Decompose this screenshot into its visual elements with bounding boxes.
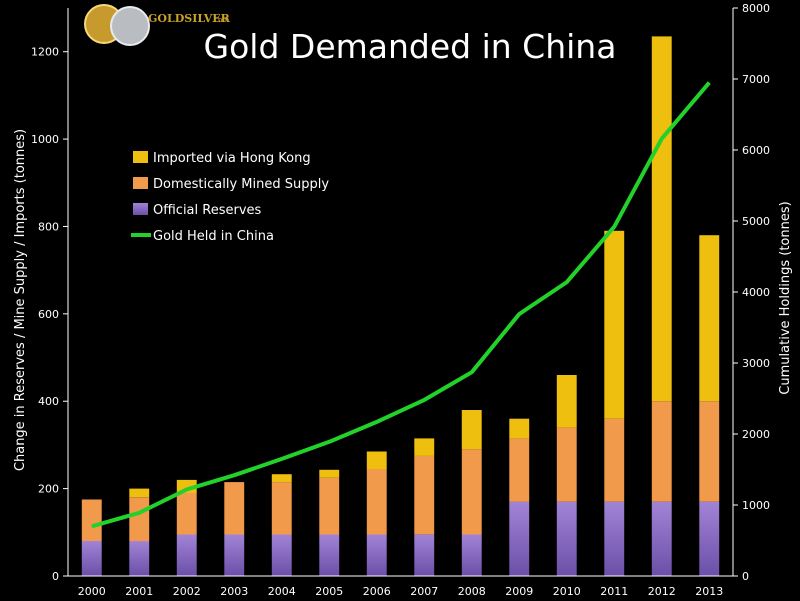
y2-tick-label: 7000 — [742, 73, 770, 86]
bar-reserves-2011 — [604, 501, 625, 576]
bar-imported-2008 — [461, 410, 482, 450]
goldsilver-logo: GOLDSILVER .com — [84, 4, 231, 46]
legend-label: Gold Held in China — [153, 229, 274, 244]
bar-mined-2009 — [509, 438, 530, 502]
legend-label: Domestically Mined Supply — [153, 177, 329, 192]
bar-imported-2009 — [509, 418, 530, 439]
bar-mined-2006 — [366, 469, 387, 535]
x-tick-label: 2005 — [315, 585, 343, 598]
y-tick-label: 200 — [38, 483, 59, 496]
x-tick-label: 2010 — [553, 585, 581, 598]
x-tick-label: 2007 — [410, 585, 438, 598]
y2-tick-label: 1000 — [742, 499, 770, 512]
y-tick-label: 0 — [52, 570, 59, 583]
bar-reserves-2012 — [651, 501, 672, 576]
bar-imported-2006 — [366, 451, 387, 469]
y2-tick-label: 6000 — [742, 144, 770, 157]
bar-mined-2012 — [651, 401, 672, 502]
bar-mined-2013 — [699, 401, 720, 502]
legend-label: Imported via Hong Kong — [153, 151, 311, 166]
x-tick-label: 2000 — [78, 585, 106, 598]
legend-label: Official Reserves — [153, 203, 262, 218]
legend-swatch-mined — [133, 177, 148, 189]
bar-reserves-2005 — [319, 534, 340, 576]
logo-brand: GOLDSILVER — [148, 12, 231, 25]
y-tick-label: 1200 — [31, 46, 59, 59]
bar-mined-2010 — [556, 427, 577, 502]
chart-title: Gold Demanded in China — [204, 27, 617, 66]
y2-tick-label: 5000 — [742, 215, 770, 228]
bar-mined-2008 — [461, 449, 482, 535]
bar-imported-2001 — [129, 488, 150, 498]
x-tick-label: 2008 — [458, 585, 486, 598]
y2-tick-label: 8000 — [742, 2, 770, 15]
legend-swatch-reserves — [133, 203, 148, 215]
y-tick-label: 800 — [38, 220, 59, 233]
bar-mined-2004 — [271, 482, 292, 535]
x-tick-label: 2002 — [173, 585, 201, 598]
bar-imported-2005 — [319, 469, 340, 478]
x-tick-label: 2001 — [125, 585, 153, 598]
bar-reserves-2008 — [461, 534, 482, 576]
bar-reserves-2009 — [509, 501, 530, 576]
bar-imported-2004 — [271, 474, 292, 483]
bar-mined-2007 — [414, 455, 435, 535]
x-tick-label: 2013 — [695, 585, 723, 598]
y-tick-label: 1000 — [31, 133, 59, 146]
line-gold-held-in-china — [91, 81, 711, 529]
bar-reserves-2006 — [366, 534, 387, 576]
bar-imported-2007 — [414, 438, 435, 456]
bar-reserves-2002 — [176, 534, 197, 576]
x-tick-label: 2006 — [363, 585, 391, 598]
bar-reserves-2000 — [81, 541, 102, 576]
x-tick-label: 2011 — [600, 585, 628, 598]
bar-mined-2011 — [604, 418, 625, 502]
bar-imported-2011 — [604, 230, 625, 419]
bar-reserves-2013 — [699, 501, 720, 576]
bar-imported-2013 — [699, 235, 720, 402]
bar-reserves-2007 — [414, 534, 435, 576]
x-tick-label: 2003 — [220, 585, 248, 598]
bar-mined-2001 — [129, 497, 150, 542]
y-tick-label: 600 — [38, 308, 59, 321]
y2-tick-label: 0 — [742, 570, 749, 583]
bar-mined-2005 — [319, 477, 340, 535]
x-tick-label: 2012 — [648, 585, 676, 598]
bar-mined-2002 — [176, 493, 197, 535]
silver-coin-icon — [110, 6, 150, 46]
x-tick-label: 2004 — [268, 585, 296, 598]
y2-tick-label: 3000 — [742, 357, 770, 370]
bar-imported-2012 — [651, 36, 672, 402]
y-axis-title: Change in Reserves / Mine Supply / Impor… — [13, 129, 28, 471]
y2-tick-label: 2000 — [742, 428, 770, 441]
y2-tick-label: 4000 — [742, 286, 770, 299]
x-tick-label: 2009 — [505, 585, 533, 598]
y2-axis-title: Cumulative Holdings (tonnes) — [778, 201, 793, 394]
bar-reserves-2004 — [271, 534, 292, 576]
logo-suffix: .com — [212, 16, 229, 24]
bar-mined-2003 — [224, 482, 245, 535]
bar-reserves-2010 — [556, 501, 577, 576]
legend-swatch-imported — [133, 151, 148, 163]
bar-reserves-2001 — [129, 541, 150, 576]
bar-imported-2010 — [556, 375, 577, 428]
y-tick-label: 400 — [38, 395, 59, 408]
bar-reserves-2003 — [224, 534, 245, 576]
bar-mined-2000 — [81, 499, 102, 541]
